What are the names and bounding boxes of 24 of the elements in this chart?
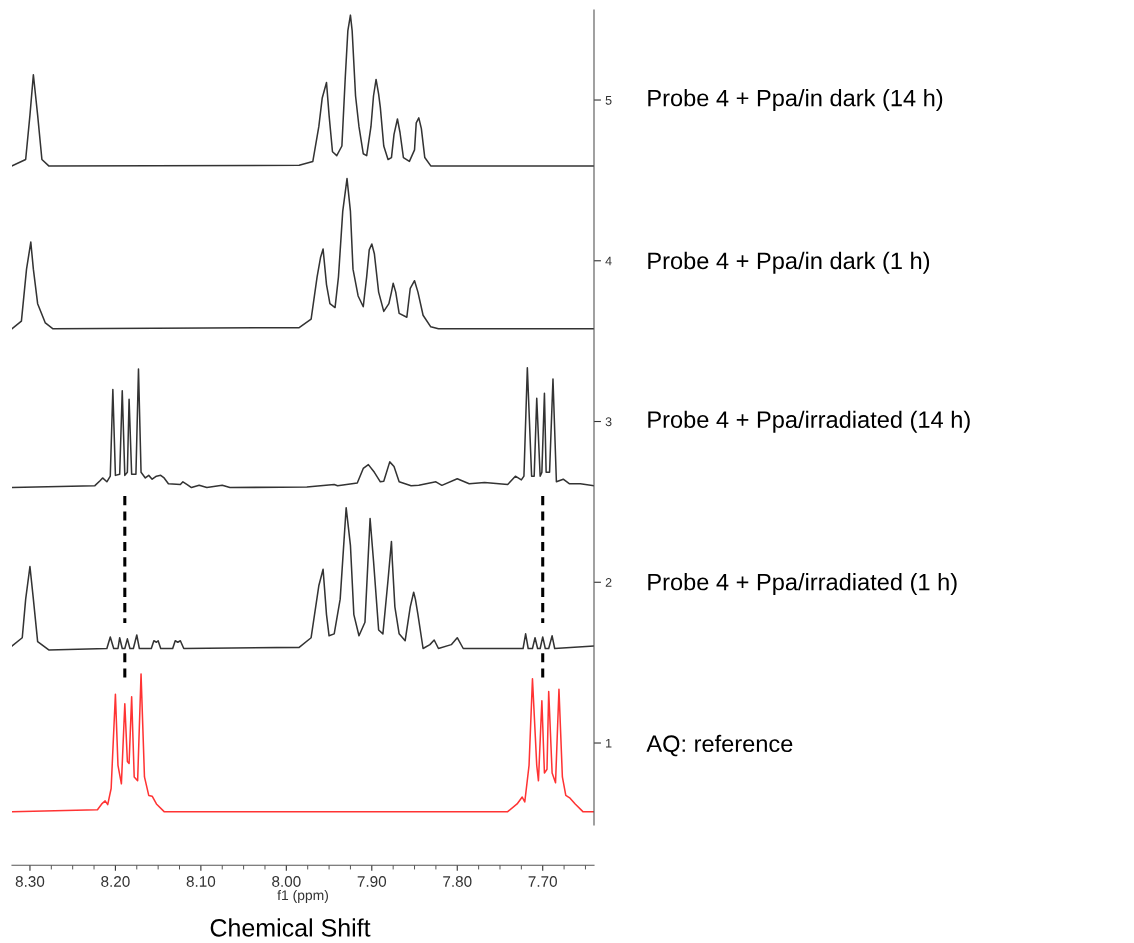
- x-tick-label: 7.80: [443, 876, 472, 887]
- line-series: [12, 14, 594, 167]
- text: Probe 4 + Ppa/in dark (14 h): [648, 89, 943, 112]
- x-axis-title: f1 (ppm): [277, 889, 328, 903]
- x-tick-label: 8.30: [15, 876, 45, 887]
- x-tick-label: 7.90: [357, 876, 387, 887]
- y-tick-label: 4: [605, 256, 612, 266]
- line-series: [12, 506, 594, 651]
- line-series: [12, 177, 594, 330]
- y-tick-label: 1: [606, 738, 612, 748]
- y-tick-label: 2: [605, 578, 612, 587]
- text: AQ: reference: [646, 734, 793, 757]
- line-series: [12, 366, 594, 489]
- x-tick-label: 8.10: [186, 876, 216, 887]
- y-tick-label: 3: [605, 417, 612, 427]
- text: Probe 4 + Ppa/irradiated (1 h): [648, 573, 957, 596]
- text: Probe 4 + Ppa/irradiated (14 h): [648, 410, 970, 433]
- text: Probe 4 + Ppa/in dark (1 h): [648, 251, 930, 274]
- line-series: [12, 673, 594, 813]
- y-tick-label: 5: [605, 95, 612, 105]
- x-tick-label: 8.20: [101, 876, 130, 887]
- x-tick-label: 7.70: [528, 876, 557, 887]
- text: Chemical Shift: [210, 918, 371, 937]
- x-tick-label: 8.00: [272, 876, 301, 887]
